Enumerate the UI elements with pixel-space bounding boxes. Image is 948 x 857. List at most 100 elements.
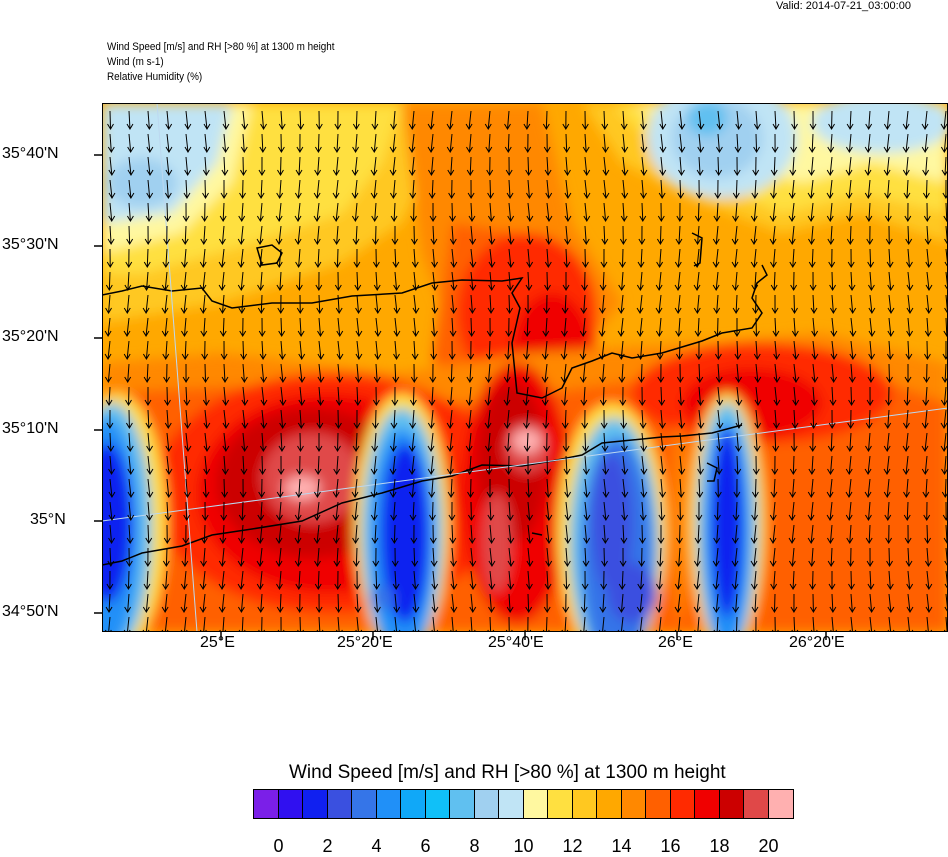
wind-arrow (354, 271, 362, 291)
wind-arrow (867, 570, 875, 590)
wind-arrow (332, 156, 340, 176)
wind-arrow (847, 547, 855, 567)
wind-arrow (865, 524, 873, 544)
wind-arrow (203, 409, 211, 429)
colorbar-swatch (401, 790, 426, 818)
wind-arrow (488, 225, 496, 245)
wind-arrow (220, 340, 228, 360)
wind-arrow (807, 179, 815, 199)
wind-arrow (924, 547, 932, 567)
wind-arrow (788, 547, 796, 567)
wind-arrow (524, 455, 532, 475)
wind-arrow (864, 478, 872, 498)
wind-arrow (868, 271, 875, 291)
wind-arrow (943, 202, 948, 222)
wind-arrow (769, 202, 777, 222)
wind-arrow (392, 248, 400, 268)
wind-arrow (260, 363, 268, 383)
wind-arrow (827, 432, 835, 452)
wind-arrow (676, 501, 684, 521)
wind-arrow (163, 225, 171, 245)
wind-arrow (314, 133, 322, 153)
wind-arrow (450, 248, 458, 268)
wind-arrow (602, 455, 610, 475)
wind-arrow (770, 271, 778, 291)
wind-arrow (657, 524, 665, 544)
wind-arrow (107, 547, 115, 567)
wind-arrow (408, 455, 416, 475)
colorbar-swatch (768, 790, 793, 818)
wind-arrow (808, 455, 816, 475)
wind-arrow (582, 547, 590, 567)
wind-arrow (599, 271, 607, 291)
wind-arrow (770, 570, 778, 590)
wind-arrow (355, 294, 362, 314)
wind-arrow (847, 409, 855, 429)
wind-arrow (693, 593, 701, 613)
wind-arrow (200, 317, 208, 337)
wind-arrow (106, 248, 114, 268)
wind-arrow (465, 110, 473, 130)
wind-arrow (810, 294, 818, 314)
wind-arrow (904, 524, 912, 544)
wind-arrow (828, 248, 836, 268)
colorbar-tick-label: 4 (371, 836, 382, 856)
wind-arrow (525, 179, 533, 199)
wind-arrow (427, 455, 435, 475)
wind-arrow (905, 340, 913, 360)
wind-arrow (180, 570, 188, 590)
wind-arrow (429, 202, 437, 222)
wind-arrow (162, 570, 170, 590)
wind-arrow (866, 225, 874, 245)
wind-arrow (336, 340, 344, 360)
wind-arrow (731, 271, 739, 291)
wind-arrow (466, 156, 474, 176)
wind-arrow (296, 133, 304, 153)
wind-arrow (865, 501, 872, 521)
wind-arrow (657, 202, 665, 222)
wind-arrow (450, 294, 458, 314)
wind-arrow (827, 455, 834, 475)
wind-arrow (542, 409, 550, 429)
wind-arrow (466, 455, 474, 475)
wind-arrow (619, 386, 627, 406)
wind-arrow (751, 478, 759, 498)
lon-label: 26°20'E (789, 634, 845, 651)
colorbar-tick-label: 8 (469, 836, 480, 856)
wind-arrow (845, 179, 853, 199)
wind-arrow (750, 225, 758, 245)
wind-arrow (313, 524, 321, 544)
wind-arrow (486, 317, 494, 337)
wind-arrow (713, 524, 721, 544)
plot-title: Wind Speed [m/s] and RH [>80 %] at 1300 … (107, 41, 335, 53)
wind-arrow (601, 225, 609, 245)
wind-arrow (221, 455, 229, 475)
wind-arrow (902, 432, 910, 452)
wind-arrow (545, 225, 553, 245)
wind-arrow (866, 386, 874, 406)
wind-arrow (599, 593, 607, 613)
wind-arrow (240, 363, 248, 383)
wind-arrow (371, 110, 379, 130)
wind-arrow (771, 593, 778, 613)
wind-arrow (656, 248, 664, 268)
colorbar-swatch (303, 790, 328, 818)
wind-arrow (184, 455, 192, 475)
wind-arrow (410, 202, 417, 222)
wind-arrow (335, 386, 343, 406)
wind-arrow (165, 110, 173, 130)
wind-arrow (427, 133, 435, 153)
wind-arrow (332, 179, 340, 199)
colorbar-swatch (744, 790, 769, 818)
wind-arrow (716, 386, 724, 406)
wind-arrow (146, 501, 153, 521)
wind-arrow (564, 478, 572, 498)
wind-arrow (332, 501, 340, 521)
wind-arrow (826, 524, 834, 544)
wind-arrow (277, 455, 285, 475)
wind-arrow (524, 294, 532, 314)
wind-arrow (542, 317, 550, 337)
wind-arrow (583, 501, 591, 521)
wind-arrow (335, 409, 342, 429)
wind-arrow (335, 593, 343, 613)
